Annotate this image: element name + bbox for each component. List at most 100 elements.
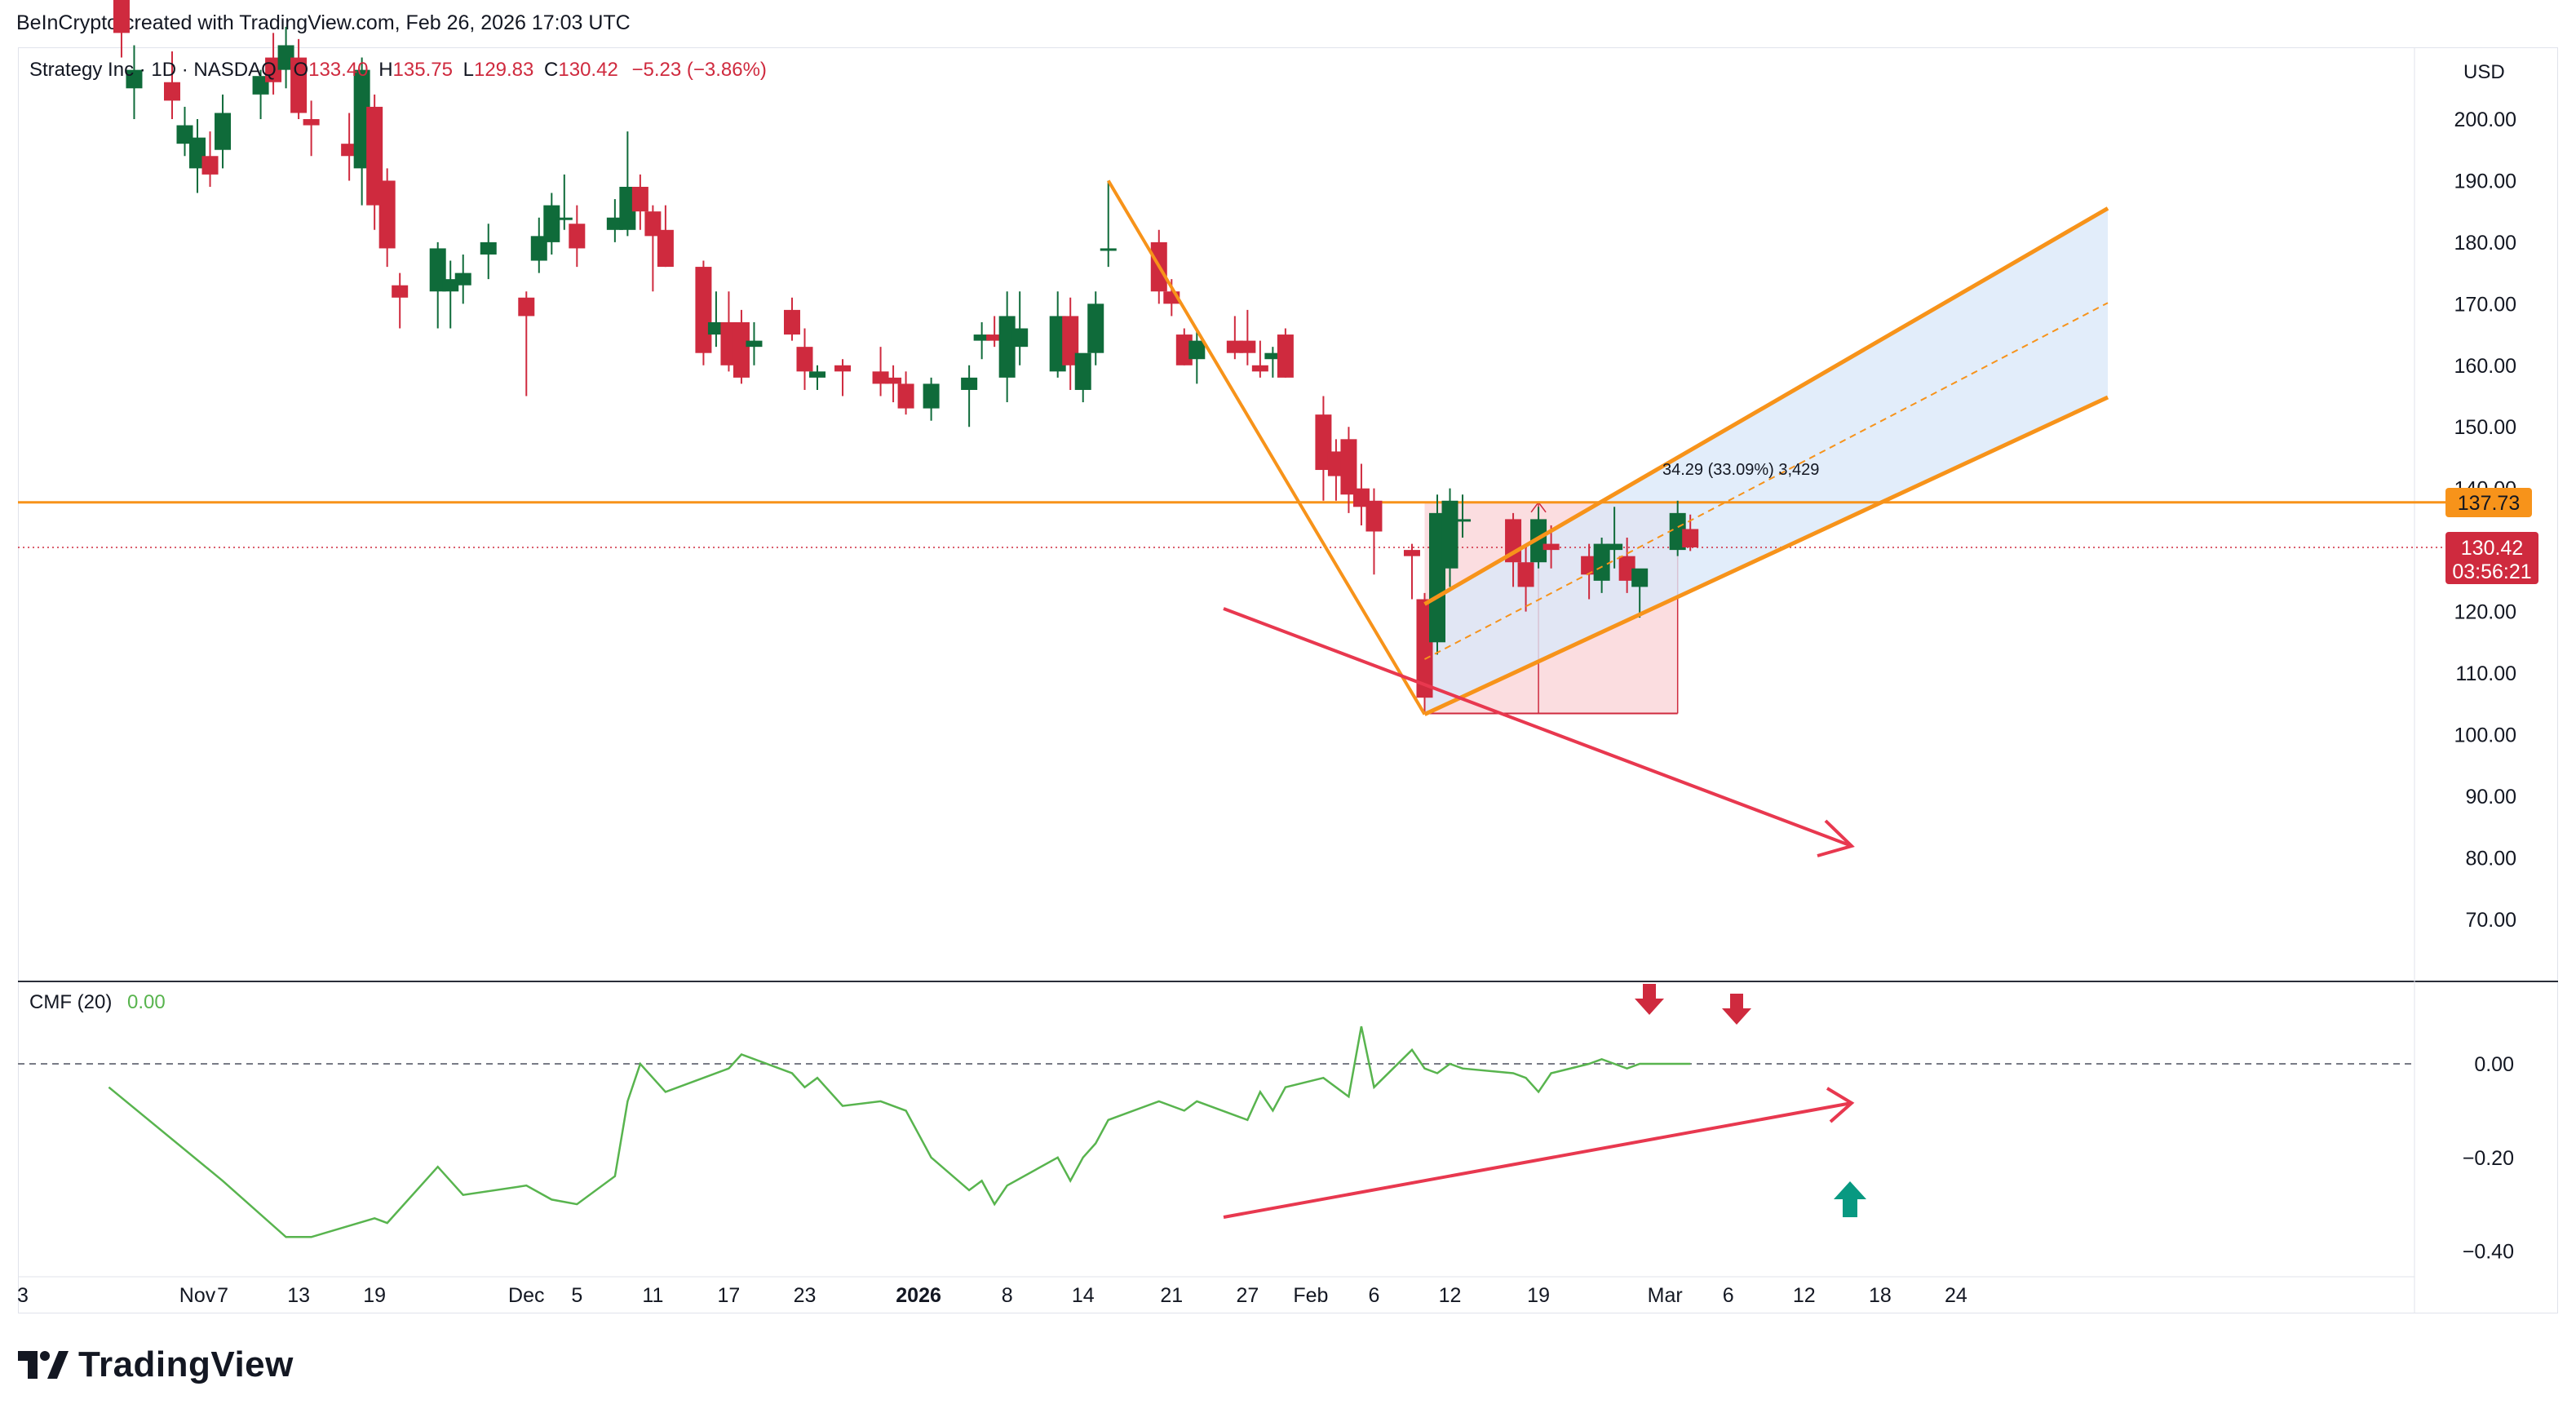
candle xyxy=(1669,500,1686,556)
candle-body xyxy=(834,365,852,372)
candle xyxy=(746,321,763,365)
candle-body xyxy=(733,321,750,378)
candle-body xyxy=(619,186,636,230)
candle-body xyxy=(341,144,358,157)
candle-body xyxy=(126,69,143,89)
candle xyxy=(1365,488,1383,575)
candle xyxy=(454,254,471,304)
candle xyxy=(1631,568,1649,618)
drawings-back xyxy=(18,208,2445,715)
price-tick-label: 180.00 xyxy=(2454,232,2516,255)
candle xyxy=(885,365,902,403)
time-tick-label: 21 xyxy=(1160,1284,1183,1307)
candle xyxy=(707,291,724,348)
measure-label: 34.29 (33.09%) 3,429 xyxy=(1662,461,1819,479)
candle-body xyxy=(1429,512,1445,643)
time-tick-label: Dec xyxy=(508,1284,544,1307)
candle xyxy=(1062,297,1079,390)
candle-body xyxy=(1530,519,1547,563)
candle xyxy=(606,199,623,242)
drawings-front xyxy=(1107,179,2109,857)
price-tick-label: 120.00 xyxy=(2454,601,2516,624)
time-tick-label: 12 xyxy=(1793,1284,1816,1307)
candle xyxy=(1327,439,1344,501)
candle-body xyxy=(1543,543,1560,551)
candle xyxy=(189,119,206,193)
time-tick-label: 6 xyxy=(1368,1284,1379,1307)
candle xyxy=(555,174,573,230)
time-tick-label: 3 xyxy=(17,1284,29,1307)
flag-pole-line xyxy=(1107,179,1427,715)
resistance-label-text: 137.73 xyxy=(2458,492,2520,515)
price-tick-label: 80.00 xyxy=(2465,847,2516,870)
candle xyxy=(973,321,990,360)
candle xyxy=(569,205,586,268)
candle xyxy=(720,291,737,372)
time-tick-label: 24 xyxy=(1945,1284,1967,1307)
candle xyxy=(341,113,358,181)
close-value: 130.42 xyxy=(558,59,617,81)
candle-body xyxy=(872,371,889,384)
price-tick-label: 200.00 xyxy=(2454,109,2516,131)
chart-frame[interactable] xyxy=(18,47,2558,1313)
candle-body xyxy=(973,334,990,341)
price-tick-label: 190.00 xyxy=(2454,170,2516,193)
candle xyxy=(657,205,674,268)
time-tick-label: 8 xyxy=(1002,1284,1013,1307)
time-tick-label: 11 xyxy=(642,1284,663,1307)
candle xyxy=(695,260,712,365)
cmf-tick-label: −0.20 xyxy=(2463,1147,2514,1170)
candle xyxy=(733,309,750,384)
resistance-price-label: 137.73 xyxy=(2445,488,2532,517)
candle-body xyxy=(353,69,370,169)
channel-fill xyxy=(1424,208,2109,715)
high-label: H xyxy=(378,59,392,81)
candle xyxy=(176,106,193,157)
cmf-line xyxy=(108,1025,1691,1238)
candle xyxy=(1100,180,1117,268)
candle-body xyxy=(569,224,586,249)
candle xyxy=(1315,396,1332,501)
time-tick-label: 19 xyxy=(1527,1284,1550,1307)
candle-body xyxy=(252,76,269,95)
candle-body xyxy=(392,285,409,298)
currency-label[interactable]: USD xyxy=(2463,61,2505,83)
candle xyxy=(1403,543,1420,600)
time-tick-label: 6 xyxy=(1723,1284,1734,1307)
candle xyxy=(126,45,143,119)
candle-body xyxy=(746,340,763,348)
candle xyxy=(834,359,852,396)
cmf-name: CMF (20) xyxy=(29,991,112,1013)
candle-body xyxy=(1062,316,1079,365)
candle xyxy=(290,38,308,119)
candle-body xyxy=(215,113,232,150)
time-tick-label: Nov xyxy=(179,1284,216,1307)
candle-body xyxy=(1416,599,1433,698)
candle-body xyxy=(201,156,219,175)
candle xyxy=(1277,328,1294,378)
candle-body xyxy=(720,321,737,365)
candle-body xyxy=(897,383,914,409)
candle xyxy=(530,217,547,273)
cmf-divergence-arrow xyxy=(1223,1101,1852,1219)
open-value: 133.40 xyxy=(308,59,368,81)
change-value: −5.23 (−3.86%) xyxy=(631,59,766,81)
resistance-label-bg xyxy=(2445,488,2532,517)
candle-body xyxy=(796,347,813,372)
candle xyxy=(986,316,1003,348)
price-tick-label: 160.00 xyxy=(2454,355,2516,378)
candle-body xyxy=(1352,488,1370,507)
cmf-legend: CMF (20) 0.00 xyxy=(29,991,166,1013)
candle-body xyxy=(454,272,471,286)
candle-body xyxy=(631,186,648,212)
candle-body xyxy=(1682,529,1699,547)
tradingview-logo[interactable]: TradingView xyxy=(18,1344,294,1385)
candle-body xyxy=(1631,568,1649,587)
candle xyxy=(442,260,459,329)
price-divergence-arrow xyxy=(1223,607,1852,848)
candle xyxy=(872,347,889,396)
time-tick-label: 19 xyxy=(363,1284,386,1307)
candle-body xyxy=(1074,352,1091,390)
candle-body xyxy=(378,180,396,249)
